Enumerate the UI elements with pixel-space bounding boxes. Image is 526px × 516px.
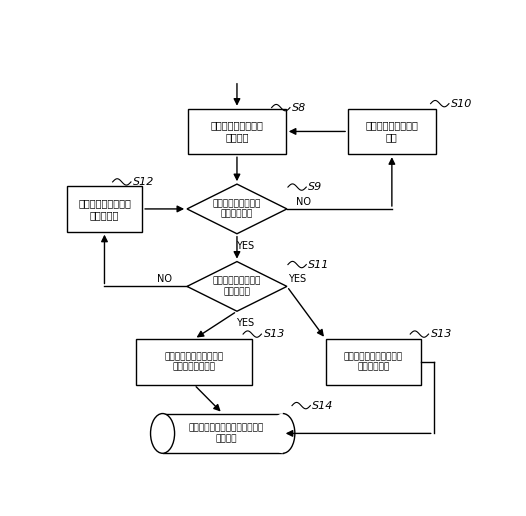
Text: S11: S11 [308,260,330,269]
Text: YES: YES [236,240,254,251]
Text: 自动标记光电缆使用
及备用芯数: 自动标记光电缆使用 及备用芯数 [213,277,261,296]
Text: S9: S9 [308,182,322,192]
Polygon shape [187,184,287,234]
Text: 自动根据坐标量程计
算光电缆长度: 自动根据坐标量程计 算光电缆长度 [213,199,261,219]
Text: 光电缆长度计算规则
设置: 光电缆长度计算规则 设置 [366,121,418,142]
Text: NO: NO [296,197,311,207]
Text: 数据存储、批量打印、生成规定
格式文件: 数据存储、批量打印、生成规定 格式文件 [189,424,264,443]
Text: 光电缆使用及备用芯
线规则设置: 光电缆使用及备用芯 线规则设置 [78,198,131,220]
Text: 自动导出设备统计线缆型
号等工程数量: 自动导出设备统计线缆型 号等工程数量 [344,352,403,372]
FancyBboxPatch shape [136,339,252,385]
Text: YES: YES [288,275,306,284]
Text: YES: YES [236,318,254,328]
Text: NO: NO [157,275,172,284]
Text: S14: S14 [312,400,334,411]
FancyBboxPatch shape [348,108,436,154]
Text: 自动导出设备连接图、双
线图及电缆配线图: 自动导出设备连接图、双 线图及电缆配线图 [165,352,224,372]
FancyBboxPatch shape [326,339,421,385]
Ellipse shape [271,413,295,453]
Text: S13: S13 [264,329,285,339]
FancyBboxPatch shape [188,108,286,154]
Text: S8: S8 [292,103,306,112]
Text: S10: S10 [451,99,472,109]
FancyBboxPatch shape [67,186,142,232]
Polygon shape [187,262,287,311]
Ellipse shape [150,413,175,453]
Text: S12: S12 [133,177,155,187]
Text: S13: S13 [431,329,452,339]
Bar [163,413,283,453]
Text: 自动接车站设备由迻
及近布线: 自动接车站设备由迻 及近布线 [210,121,264,142]
